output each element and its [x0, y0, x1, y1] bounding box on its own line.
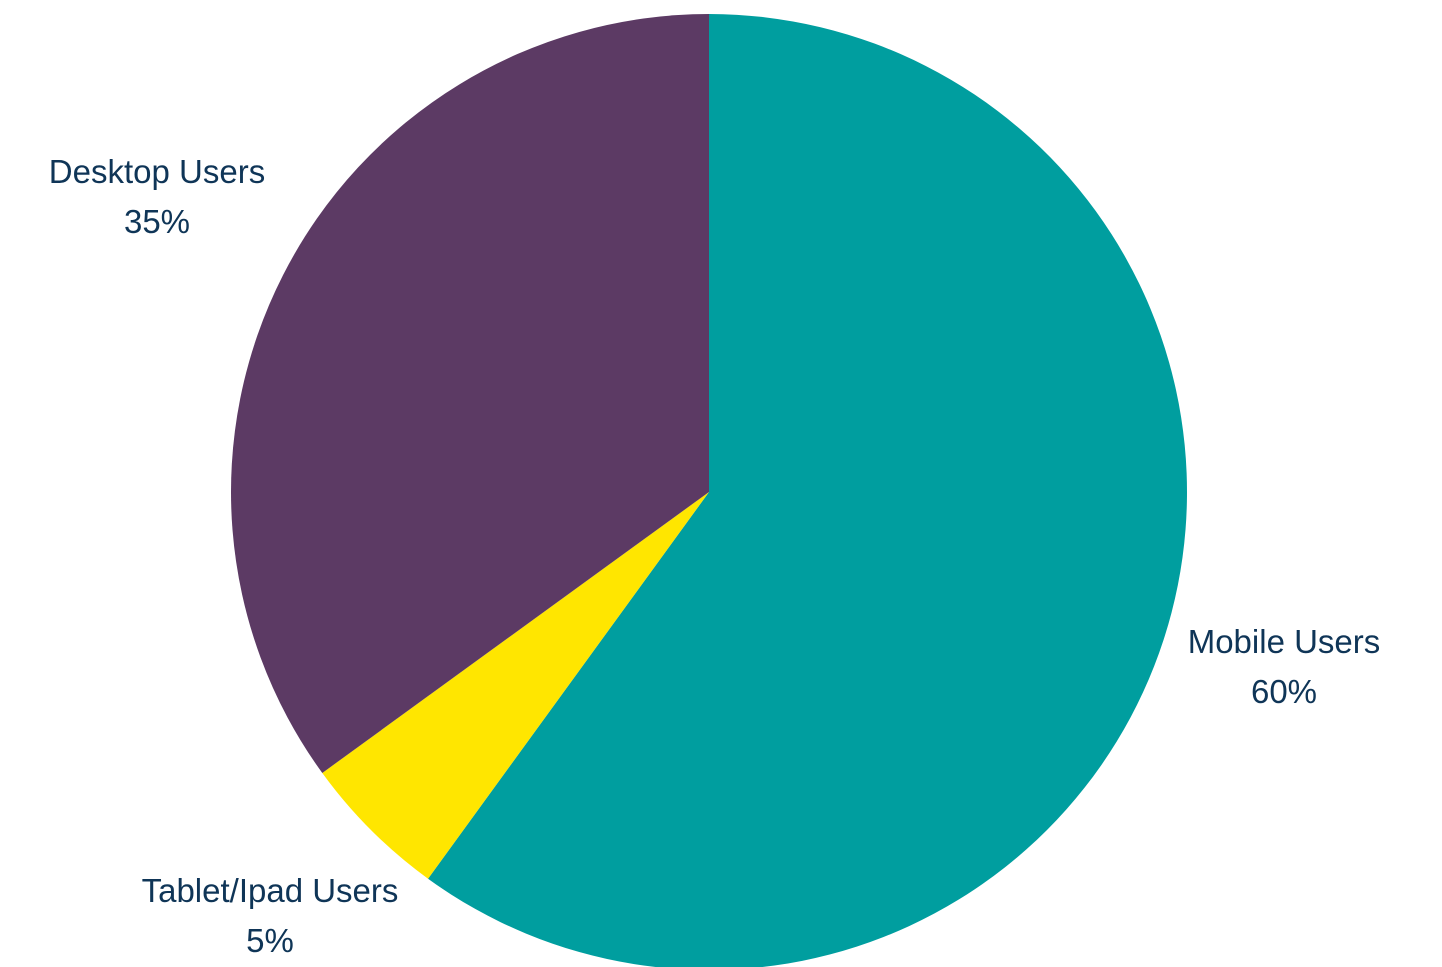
- pie-slice-desktop-users: [231, 14, 710, 773]
- pie-slices: [231, 14, 1187, 967]
- slice-label-category: Desktop Users: [49, 153, 265, 190]
- pie-slice-mobile-users: [428, 14, 1187, 967]
- slice-label-category: Mobile Users: [1188, 623, 1381, 660]
- pie-slice-tablet-ipad-users: [322, 492, 709, 879]
- slice-label-value: 60%: [1251, 673, 1317, 710]
- slice-label-value: 5%: [246, 922, 294, 959]
- slice-labels: Mobile Users 60% Tablet/Ipad Users 5% Deskto…: [49, 153, 1380, 959]
- slice-label-value: 35%: [124, 203, 190, 240]
- slice-label-category: Tablet/Ipad Users: [142, 872, 399, 909]
